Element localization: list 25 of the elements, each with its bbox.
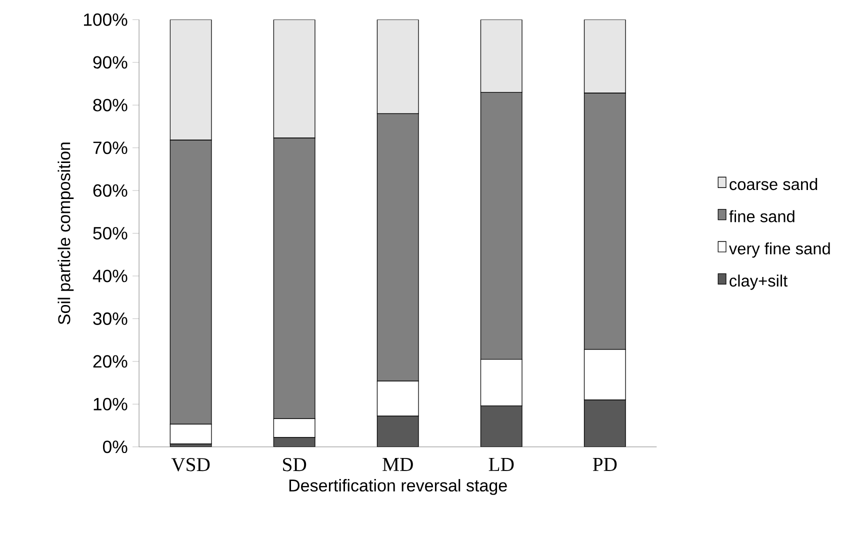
legend-label: clay+silt <box>730 274 788 290</box>
x-tick-label: MD <box>382 458 413 471</box>
y-tick-label: 10% <box>94 398 128 410</box>
legend-label: coarse sand <box>730 178 818 190</box>
bar <box>480 405 522 447</box>
y-tick-label: 100% <box>84 13 128 26</box>
y-tick-label: 0% <box>103 440 128 454</box>
y-tick-label: 80% <box>93 98 128 112</box>
y-tick-label: 40% <box>92 270 128 282</box>
legend-label: fine sand <box>729 210 794 222</box>
y-axis-title: Soil particle composition <box>58 142 74 324</box>
legend-label: very fine sand <box>729 242 830 258</box>
y-tick-label: 20% <box>93 355 128 368</box>
y-tick-label: 50% <box>93 226 128 240</box>
x-tick-label: PD <box>592 458 617 471</box>
y-tick-label: 70% <box>93 141 128 154</box>
x-tick-label: VSD <box>171 458 210 472</box>
x-axis-title: Desertification reversal stage <box>289 478 507 495</box>
y-tick-label: 90% <box>93 56 128 69</box>
y-tick-label: 30% <box>93 312 128 325</box>
y-tick-label: 60% <box>93 184 128 197</box>
bar <box>584 399 626 447</box>
x-tick-label: LD <box>488 458 514 471</box>
bar <box>376 416 419 447</box>
x-tick-label: SD <box>283 458 306 472</box>
